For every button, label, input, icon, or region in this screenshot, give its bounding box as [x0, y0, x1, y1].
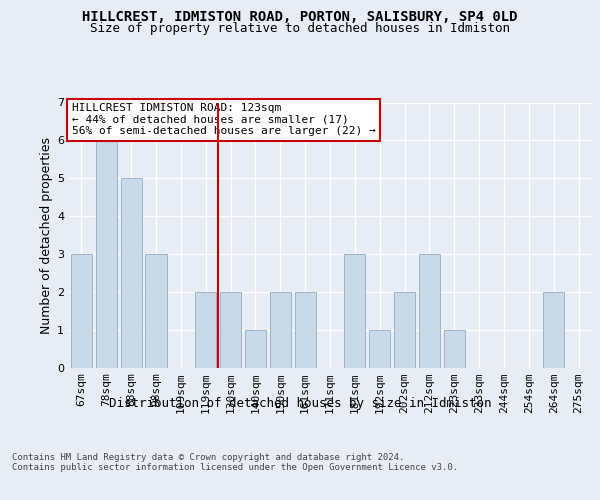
Bar — [71, 254, 92, 368]
Bar — [444, 330, 465, 368]
Text: HILLCREST IDMISTON ROAD: 123sqm
← 44% of detached houses are smaller (17)
56% of: HILLCREST IDMISTON ROAD: 123sqm ← 44% of… — [71, 103, 376, 136]
Bar — [121, 178, 142, 368]
Bar — [195, 292, 216, 368]
Bar — [270, 292, 291, 368]
Bar — [145, 254, 167, 368]
Bar — [344, 254, 365, 368]
Text: Contains HM Land Registry data © Crown copyright and database right 2024.
Contai: Contains HM Land Registry data © Crown c… — [12, 452, 458, 472]
Bar — [245, 330, 266, 368]
Bar — [220, 292, 241, 368]
Bar — [96, 140, 117, 368]
Text: HILLCREST, IDMISTON ROAD, PORTON, SALISBURY, SP4 0LD: HILLCREST, IDMISTON ROAD, PORTON, SALISB… — [82, 10, 518, 24]
Y-axis label: Number of detached properties: Number of detached properties — [40, 136, 53, 334]
Bar — [419, 254, 440, 368]
Bar — [369, 330, 390, 368]
Bar — [394, 292, 415, 368]
Bar — [543, 292, 564, 368]
Text: Size of property relative to detached houses in Idmiston: Size of property relative to detached ho… — [90, 22, 510, 35]
Bar — [295, 292, 316, 368]
Text: Distribution of detached houses by size in Idmiston: Distribution of detached houses by size … — [109, 398, 491, 410]
